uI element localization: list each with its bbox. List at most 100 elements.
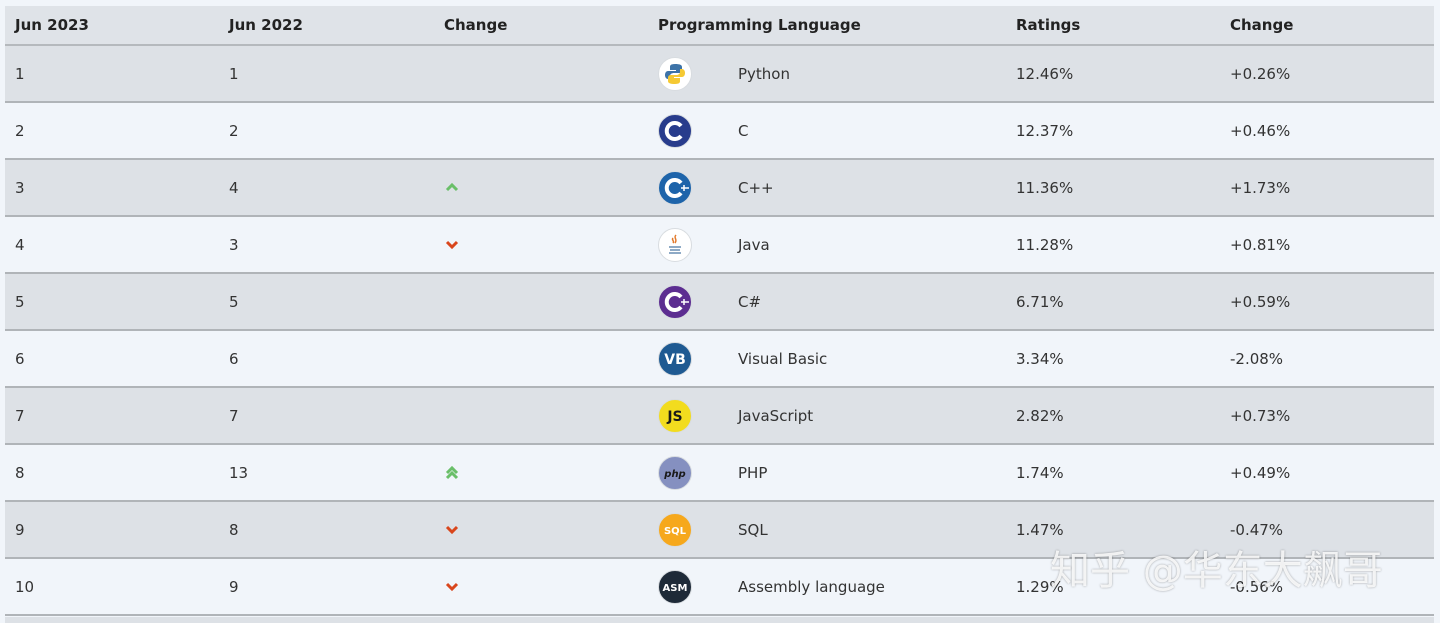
cell: 8 [229,520,239,539]
language-icon [658,284,692,319]
icon-shape [664,291,683,312]
cell: 11.28% [1016,235,1074,254]
cell: 9 [229,577,239,596]
ranking-table: Jun 2023 Jun 2022 Change Programming Langua… [5,6,1434,616]
cell: 2.82% [1016,406,1064,425]
trend-arrow [445,240,459,249]
cell: 4 [15,235,25,254]
watermark: 知乎 @华东大飙哥 [1050,548,1383,594]
cell: 3 [229,235,239,254]
cell: 7 [15,406,25,425]
table-row: 6 6 Visual Basic 3.34% -2.08% VB [5,331,1434,388]
cell: +1.73% [1230,178,1291,197]
chevron [445,465,459,474]
cell: 1 [15,64,25,83]
icon-label: VB [664,352,686,368]
table-row: 9 8 SQL 1.47% -0.47% SQL [5,502,1434,559]
cell: 6 [229,349,239,368]
icon-circle [658,170,692,205]
chevron [445,525,459,534]
cell: 8 [15,463,25,482]
icon-label: JS [666,409,682,425]
icon-shape [665,63,682,79]
cell: 9 [15,520,25,539]
cell: 1.47% [1016,520,1064,539]
cell: 12.46% [1016,64,1074,83]
cell: 13 [229,463,249,482]
cell: +0.73% [1230,406,1291,425]
table-row: 10 9 Assembly language 1.29% -0.56% ASM [5,559,1434,616]
language-icon: JS [658,398,692,433]
column-header: Programming Language [658,16,861,34]
cell: 7 [229,406,239,425]
language-icon [658,170,692,205]
cell: 2 [229,121,239,140]
language-icon: php [658,455,692,490]
cell: SQL [738,520,768,539]
cell: 3 [15,178,25,197]
cell: 1.29% [1016,577,1064,596]
table-row: 4 3 Java 11.28% +0.81% [5,217,1434,274]
cell: 1.74% [1016,463,1064,482]
icon-circle [658,512,692,547]
cell: C++ [738,178,774,197]
column-header: Jun 2023 [15,16,89,34]
icon-shape [669,245,681,254]
header-row: Jun 2023 Jun 2022 Change Programming Langua… [5,6,1434,46]
language-icon: VB [658,341,692,376]
icon-shape [681,298,689,305]
icon-label: php [663,469,685,480]
icon-circle [658,284,692,319]
language-icon: SQL [658,512,692,547]
icon-circle [658,56,692,91]
cell: -0.56% [1230,577,1284,596]
cell: 1 [229,64,239,83]
table-row: 1 1 Python 12.46% +0.26% [5,46,1434,103]
cell: Java [738,235,770,254]
cell: C# [738,292,762,311]
chevron [445,182,459,191]
cell: +0.59% [1230,292,1291,311]
table-row: 2 2 C 12.37% +0.46% [5,103,1434,160]
icon-shape [664,120,683,141]
icon-shape [681,184,689,191]
cell: 12.37% [1016,121,1074,140]
cell: 6 [15,349,25,368]
cell: JavaScript [738,406,814,425]
cell: 2 [15,121,25,140]
trend-arrow [445,582,459,591]
cell: +0.49% [1230,463,1291,482]
language-icon [658,56,692,91]
cell: -2.08% [1230,349,1284,368]
column-header: Jun 2022 [229,16,303,34]
next-row [5,617,1434,623]
icon-circle [658,113,692,148]
column-header: Change [1230,16,1294,34]
cell: 10 [15,577,35,596]
icon-circle [658,455,692,490]
icon-circle [658,398,692,433]
cell: 4 [229,178,239,197]
cell: 5 [229,292,239,311]
column-header: Ratings [1016,16,1081,34]
cell: 11.36% [1016,178,1074,197]
chevron [445,470,459,479]
cell: C [738,121,749,140]
icon-circle [658,569,692,604]
chevron [445,240,459,249]
icon-shape [664,177,683,198]
trend-arrow [445,465,459,479]
cell: +0.81% [1230,235,1291,254]
cell: 3.34% [1016,349,1064,368]
icon-shape [668,68,685,84]
language-icon [658,227,692,262]
icon-label: ASM [663,583,688,594]
chevron [445,582,459,591]
cell: Assembly language [738,577,885,596]
cell: Python [738,64,790,83]
cell: 5 [15,292,25,311]
cell: Visual Basic [738,349,828,368]
table-row: 5 5 C# 6.71% +0.59% [5,274,1434,331]
cell: +0.26% [1230,64,1291,83]
